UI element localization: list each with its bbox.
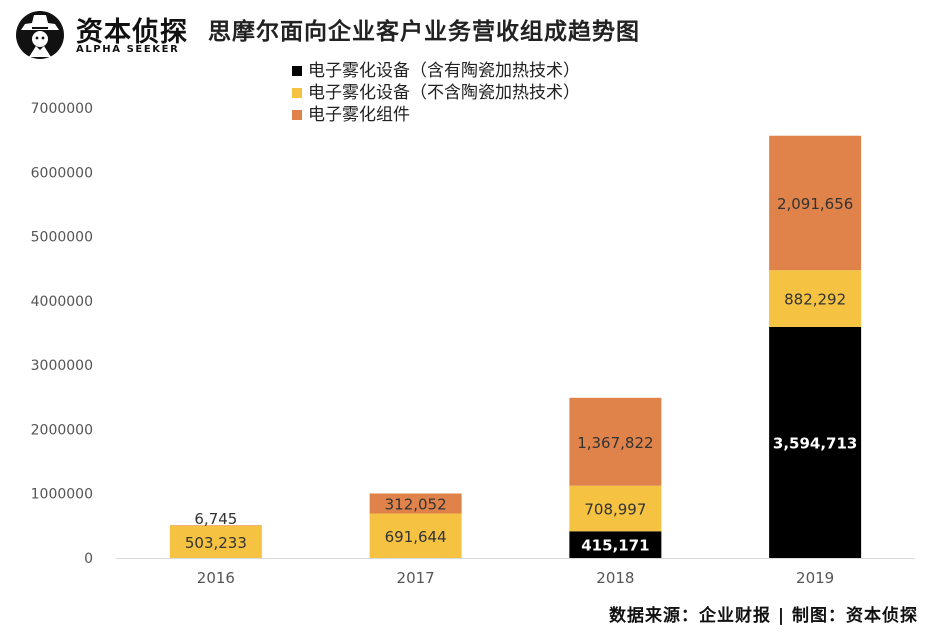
bar-segment-2019-series-3 [769, 135, 862, 271]
bar-segment-2017-series-3 [369, 493, 462, 514]
x-tick-label: 2016 [197, 569, 235, 587]
y-axis: 0 1000000 2000000 3000000 4000000 5000000 6000… [31, 101, 93, 567]
legend-label: 电子雾化设备（不含陶瓷加热技术） [308, 83, 580, 103]
legend: 电子雾化设备（含有陶瓷加热技术）电子雾化设备（不含陶瓷加热技术）电子雾化组件 [292, 61, 580, 125]
header: 资本侦探 ALPHA SEEKER 思摩尔面向企业客户业务营收组成趋势图 [0, 0, 932, 62]
data-label: 503,233 [185, 534, 247, 552]
legend-swatch [292, 110, 302, 120]
data-label: 882,292 [784, 291, 846, 309]
data-label: 6,745 [194, 510, 237, 528]
y-tick-label: 2000000 [31, 422, 93, 438]
data-label: 312,052 [385, 496, 447, 514]
bar-segment-2018-series-3 [569, 397, 662, 486]
brand-logo: 资本侦探 ALPHA SEEKER [12, 8, 202, 60]
y-tick-label: 6000000 [31, 165, 93, 181]
bars: 503,233 6,745 691,644 312,052 415,171 708,997… [169, 135, 862, 558]
x-axis-labels: 2016 2017 2018 2019 [197, 569, 834, 587]
y-tick-label: 7000000 [31, 101, 93, 117]
brand-subtitle: ALPHA SEEKER [76, 44, 180, 55]
bar-segment-2018-series-2 [569, 485, 662, 532]
legend-swatch [292, 66, 302, 76]
legend-label: 电子雾化组件 [308, 105, 410, 125]
data-label: 691,644 [385, 528, 447, 546]
bar-segment-2018-series-1 [569, 531, 662, 558]
data-label: 415,171 [581, 537, 649, 555]
data-label: 2,091,656 [777, 195, 853, 213]
y-tick-label: 3000000 [31, 358, 93, 374]
y-tick-label: 5000000 [31, 230, 93, 246]
bar-segment-2019-series-1 [769, 326, 862, 558]
bar-segment-2019-series-2 [769, 270, 862, 327]
legend-label: 电子雾化设备（含有陶瓷加热技术） [308, 61, 580, 81]
x-tick-label: 2018 [596, 569, 634, 587]
source-note: 数据来源：企业财报 | 制图：资本侦探 [608, 606, 918, 626]
data-label: 3,594,713 [773, 434, 857, 452]
x-tick-label: 2017 [397, 569, 435, 587]
y-tick-label: 1000000 [31, 487, 93, 503]
page-title: 思摩尔面向企业客户业务营收组成趋势图 [208, 19, 640, 45]
bar-segment-2017-series-2 [369, 513, 462, 558]
y-tick-label: 0 [84, 551, 93, 567]
x-tick-label: 2019 [796, 569, 834, 587]
y-tick-label: 4000000 [31, 294, 93, 310]
data-label: 1,367,822 [577, 434, 653, 452]
brand-name: 资本侦探 [76, 17, 188, 48]
legend-swatch [292, 88, 302, 98]
bar-segment-2016-series-3 [169, 525, 262, 526]
data-label: 708,997 [584, 501, 646, 519]
detective-logo-icon [16, 11, 64, 59]
bar-segment-2016-series-2 [169, 525, 262, 558]
